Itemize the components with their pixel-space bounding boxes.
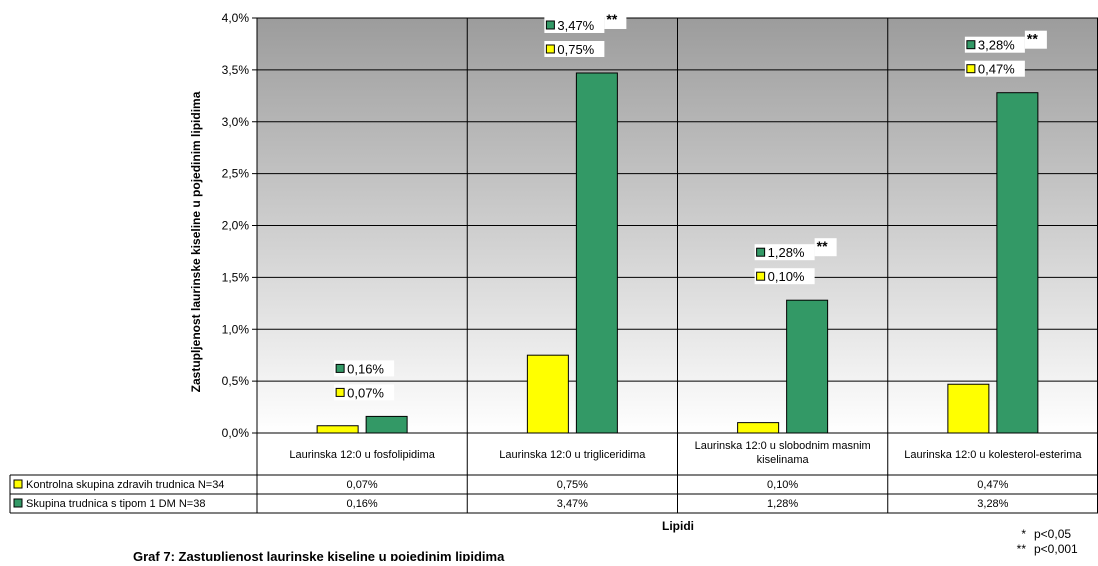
y-tick-label: 1,5% [222, 270, 250, 284]
bar-dm1-1 [575, 72, 618, 434]
bar-control-2 [737, 422, 780, 434]
x-axis-title: Lipidi [662, 519, 694, 533]
x-category-label-3: Laurinska 12:0 u kolesterol-esterima [904, 449, 1082, 461]
data-label-control-2: 0,10% [768, 269, 805, 284]
y-tick-label: 1,0% [222, 322, 250, 336]
figure-caption: Graf 7: Zastupljenost laurinske kiseline… [133, 549, 505, 561]
footnote-text-1: p<0,05 [1034, 527, 1071, 541]
data-label-key-dm1-3 [966, 40, 976, 50]
y-tick-label: 0,5% [222, 374, 250, 388]
table-cell-1-0: 0,16% [347, 498, 378, 510]
legend-label-1: Skupina trudnica s tipom 1 DM N=38 [26, 498, 205, 510]
y-tick-label: 4,0% [222, 11, 250, 25]
y-tick-label: 0,0% [222, 426, 250, 440]
data-label-control-0: 0,07% [347, 385, 384, 400]
significance-marker-2: ** [817, 238, 828, 254]
data-label-box-dm1-3 [964, 36, 1025, 53]
data-label-key-control-0 [335, 387, 345, 397]
x-category-label-0: Laurinska 12:0 u fosfolipidima [289, 449, 435, 461]
data-label-box-control-0 [334, 384, 395, 401]
data-label-key-control-1 [545, 44, 555, 54]
table-cell-0-0: 0,07% [347, 479, 378, 491]
data-label-control-3: 0,47% [978, 62, 1015, 77]
data-label-box-dm1-2 [754, 244, 815, 261]
data-label-key-control-2 [756, 271, 766, 281]
data-label-dm1-0: 0,16% [347, 361, 384, 376]
table-cell-0-2: 0,10% [767, 479, 798, 491]
data-label-dm1-1: 3,47% [557, 18, 594, 33]
legend-key-1 [13, 498, 23, 508]
x-category-label-2: Laurinska 12:0 u slobodnim masnim [695, 440, 871, 452]
y-axis-title: Zastupljenost laurinske kiseline u pojed… [189, 91, 203, 392]
table-cell-0-3: 0,47% [977, 479, 1008, 491]
data-label-key-dm1-2 [756, 247, 766, 257]
y-tick-label: 2,0% [222, 219, 250, 233]
data-label-key-dm1-1 [545, 20, 555, 30]
table-cell-1-3: 3,28% [977, 498, 1008, 510]
y-tick-label: 2,5% [222, 167, 250, 181]
significance-marker-1: ** [606, 11, 617, 27]
y-tick-label: 3,5% [222, 63, 250, 77]
data-label-dm1-2: 1,28% [768, 245, 805, 260]
significance-box-2 [814, 238, 837, 257]
footnote-mark-2: ** [1017, 542, 1027, 556]
significance-marker-3: ** [1027, 31, 1038, 47]
data-label-dm1-3: 3,28% [978, 38, 1015, 53]
table-cell-1-2: 1,28% [767, 498, 798, 510]
x-category-label-2: kiselinama [757, 454, 810, 466]
x-category-label-1: Laurinska 12:0 u trigliceridima [499, 449, 646, 461]
bar-dm1-0 [365, 415, 408, 434]
data-label-control-1: 0,75% [557, 42, 594, 57]
significance-box-1 [604, 10, 627, 29]
data-label-box-dm1-0 [334, 360, 395, 377]
data-label-box-control-3 [964, 60, 1025, 77]
legend-label-0: Kontrolna skupina zdravih trudnica N=34 [26, 479, 224, 491]
bar-dm1-3 [996, 92, 1039, 434]
data-label-box-control-1 [544, 40, 605, 57]
bar-control-0 [316, 425, 359, 434]
data-label-key-control-3 [966, 64, 976, 74]
legend-key-0 [13, 479, 23, 489]
data-label-box-dm1-1 [544, 16, 605, 33]
data-label-box-control-2 [754, 268, 815, 285]
significance-box-3 [1024, 30, 1047, 49]
table-cell-1-1: 3,47% [557, 498, 588, 510]
bar-control-1 [526, 354, 569, 434]
footnote-text-2: p<0,001 [1034, 542, 1078, 556]
data-label-key-dm1-0 [335, 363, 345, 373]
table-cell-0-1: 0,75% [557, 479, 588, 491]
bar-control-3 [947, 383, 990, 434]
y-tick-label: 3,0% [222, 115, 250, 129]
footnote-mark-1: * [1021, 527, 1026, 541]
bar-dm1-2 [786, 299, 829, 434]
